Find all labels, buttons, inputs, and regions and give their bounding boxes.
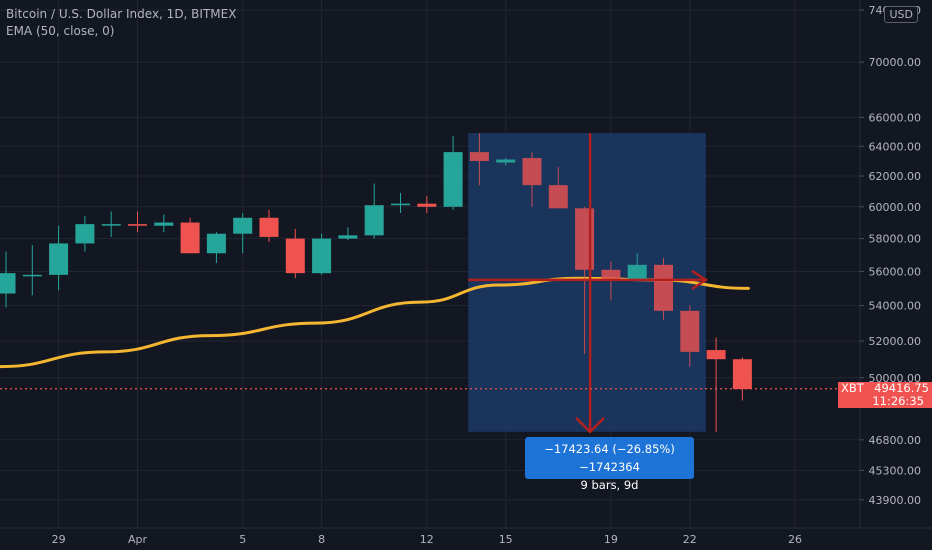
candle-down[interactable] bbox=[732, 357, 752, 401]
candle-body bbox=[548, 185, 568, 209]
candle-body bbox=[49, 243, 69, 275]
measure-bars-text: 9 bars, 9d bbox=[580, 478, 639, 492]
candle-down[interactable] bbox=[706, 337, 726, 432]
candle-down[interactable] bbox=[680, 305, 700, 367]
price-tick-label: 54000.00 bbox=[869, 300, 922, 313]
candle-down[interactable] bbox=[654, 258, 673, 320]
candle-up[interactable] bbox=[338, 227, 358, 241]
ticker-label: XBT bbox=[841, 380, 864, 395]
measure-info-box: −17423.64 (−26.85%) −1742364 9 bars, 9d bbox=[525, 437, 694, 492]
candle-up[interactable] bbox=[627, 253, 647, 282]
candle-body bbox=[206, 233, 226, 254]
candle-body bbox=[128, 224, 147, 226]
time-tick-label: 26 bbox=[788, 533, 802, 546]
candle-body bbox=[233, 217, 253, 234]
candle-down[interactable] bbox=[548, 166, 568, 209]
candle-body bbox=[285, 238, 305, 274]
candle-up[interactable] bbox=[364, 183, 384, 239]
candle-body bbox=[391, 203, 410, 206]
price-tick-label: 52000.00 bbox=[869, 335, 922, 348]
candle-up[interactable] bbox=[49, 225, 69, 291]
symbol-title[interactable]: Bitcoin / U.S. Dollar Index, 1D, BITMEX bbox=[6, 7, 237, 21]
price-tick-label: 70000.00 bbox=[869, 56, 922, 69]
candle-body bbox=[601, 269, 621, 280]
candle-body bbox=[75, 224, 95, 244]
candle-up[interactable] bbox=[75, 216, 95, 252]
last-price-value: 49416.75 bbox=[874, 380, 929, 395]
candle-body bbox=[22, 274, 42, 277]
candle-body bbox=[312, 238, 332, 274]
candle-up[interactable] bbox=[22, 245, 42, 296]
candle-body bbox=[417, 203, 437, 207]
candle-up[interactable] bbox=[496, 158, 516, 166]
candle-body bbox=[680, 310, 700, 352]
candle-body bbox=[338, 235, 358, 239]
candle-body bbox=[732, 359, 752, 390]
candle-body bbox=[101, 224, 121, 226]
time-tick-label: 22 bbox=[683, 533, 697, 546]
price-tick-label: 58000.00 bbox=[869, 233, 922, 246]
candle-down[interactable] bbox=[128, 211, 147, 233]
candle-down[interactable] bbox=[522, 152, 542, 207]
price-tick-label: 50000.00 bbox=[869, 372, 922, 385]
candle-body bbox=[627, 264, 647, 280]
candle-up[interactable] bbox=[101, 211, 121, 237]
candle-body bbox=[154, 222, 174, 226]
candle-body bbox=[364, 205, 384, 236]
time-tick-label: 15 bbox=[499, 533, 513, 546]
candle-body bbox=[706, 350, 726, 360]
time-tick-label: 19 bbox=[604, 533, 618, 546]
candle-body bbox=[469, 152, 489, 162]
candle-body bbox=[0, 273, 16, 294]
candle-up[interactable] bbox=[0, 251, 16, 308]
indicator-label[interactable]: EMA (50, close, 0) bbox=[6, 24, 115, 38]
price-tick-label: 64000.00 bbox=[869, 140, 922, 153]
time-tick-label: 5 bbox=[239, 533, 246, 546]
candle-body bbox=[496, 159, 516, 163]
price-tick-label: 60000.00 bbox=[869, 201, 922, 214]
candle-down[interactable] bbox=[285, 228, 305, 279]
measure-right-arrowhead bbox=[691, 269, 709, 290]
measure-down-arrowhead bbox=[575, 416, 605, 434]
price-tick-label: 66000.00 bbox=[869, 111, 922, 124]
price-tick-label: 56000.00 bbox=[869, 265, 922, 278]
time-tick-label: Apr bbox=[128, 533, 148, 546]
price-tick-label: 62000.00 bbox=[869, 170, 922, 183]
time-axis[interactable]: 29 Apr 5 8 12 15 19 22 26 bbox=[52, 533, 802, 546]
candle-up[interactable] bbox=[391, 192, 410, 214]
currency-badge[interactable]: USD bbox=[884, 6, 918, 23]
price-tick-label: 46800.00 bbox=[869, 434, 922, 447]
candle-down[interactable] bbox=[180, 217, 200, 254]
candle-up[interactable] bbox=[154, 214, 174, 233]
price-tick-label: 45300.00 bbox=[869, 464, 922, 477]
time-tick-label: 29 bbox=[52, 533, 66, 546]
candle-down[interactable] bbox=[417, 195, 437, 214]
candle-up[interactable] bbox=[206, 232, 226, 264]
measure-arrows bbox=[468, 133, 709, 434]
last-price-tag: XBT 49416.75 11:26:35 bbox=[838, 380, 932, 408]
price-tick-label: 43900.00 bbox=[869, 494, 922, 507]
chart-legend: Bitcoin / U.S. Dollar Index, 1D, BITMEX … bbox=[6, 6, 236, 40]
measure-change-text: −17423.64 (−26.85%) −1742364 bbox=[544, 442, 675, 474]
price-axis[interactable]: 43900.00 45300.00 46800.00 50000.00 52000.00… bbox=[860, 4, 921, 507]
time-tick-label: 8 bbox=[318, 533, 325, 546]
candle-body bbox=[654, 264, 673, 311]
time-tick-label: 12 bbox=[420, 533, 434, 546]
candle-body bbox=[443, 152, 463, 207]
candle-up[interactable] bbox=[443, 136, 463, 210]
candle-body bbox=[180, 222, 200, 254]
candle-up[interactable] bbox=[312, 233, 332, 275]
candle-body bbox=[259, 217, 279, 237]
candles-group[interactable] bbox=[0, 133, 752, 432]
candle-up[interactable] bbox=[233, 213, 253, 254]
bar-countdown: 11:26:35 bbox=[872, 393, 924, 408]
candle-body bbox=[522, 158, 542, 186]
candle-down[interactable] bbox=[259, 209, 279, 242]
candle-down[interactable] bbox=[469, 133, 489, 186]
